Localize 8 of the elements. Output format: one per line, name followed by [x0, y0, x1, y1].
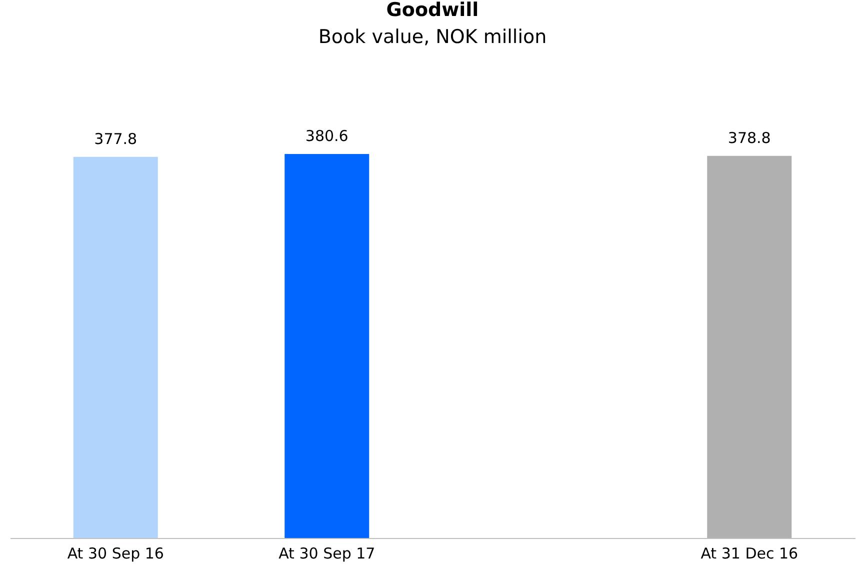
data-label: 377.8: [94, 130, 138, 148]
x-tick-label: At 30 Sep 17: [278, 544, 376, 562]
x-tick-label: At 31 Dec 16: [700, 544, 798, 562]
x-tick-label: At 30 Sep 16: [67, 544, 164, 562]
data-label: 378.8: [728, 128, 771, 147]
chart-subtitle: Book value, NOK million: [318, 26, 547, 48]
data-label: 380.6: [305, 127, 348, 145]
chart-title: Goodwill: [386, 0, 479, 21]
